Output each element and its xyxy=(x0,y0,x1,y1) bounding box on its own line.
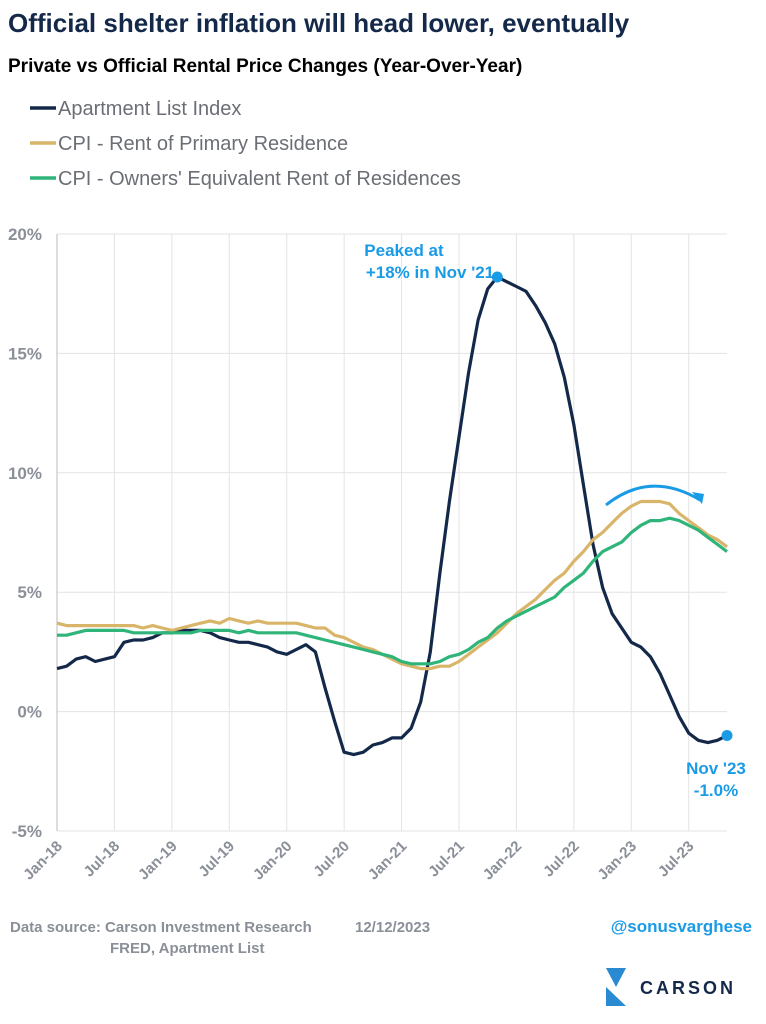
series-line xyxy=(57,516,728,666)
x-tick-label: Jan-22 xyxy=(480,838,526,884)
x-tick-label: Jan-23 xyxy=(594,838,640,884)
x-tick-label: Jul-21 xyxy=(425,838,468,881)
x-tick-label: Jul-18 xyxy=(81,838,124,881)
date: 12/12/2023 xyxy=(355,919,430,936)
source: Data source: Carson Investment Research xyxy=(10,919,312,936)
legend-label: Apartment List Index xyxy=(58,98,241,120)
legend-label: CPI - Rent of Primary Residence xyxy=(58,133,348,155)
highlight-point xyxy=(491,271,503,283)
legend: Apartment List Index CPI - Rent of Primar… xyxy=(30,98,461,190)
x-tick-label: Jul-22 xyxy=(540,838,583,881)
x-tick-label: Jan-20 xyxy=(250,838,296,884)
series-line xyxy=(56,499,728,671)
plot-area: -5% 0% 5% 10% 15% 20% Jan-18 Jul-18 Jan-19 Jul-19… xyxy=(8,225,733,883)
x-tick-label: Jan-18 xyxy=(20,838,66,884)
chart-title: Official shelter inflation will head low… xyxy=(8,8,630,38)
x-tick-label: Jan-19 xyxy=(135,838,181,884)
y-tick-label: -5% xyxy=(12,822,42,841)
y-tick-label: 5% xyxy=(17,583,42,602)
logo-icon xyxy=(606,968,626,1006)
handle: @sonusvarghese xyxy=(611,917,752,936)
annotation: Peaked at xyxy=(364,241,444,260)
y-tick-label: 15% xyxy=(8,344,42,363)
y-tick-label: 0% xyxy=(17,703,42,722)
y-tick-label: 10% xyxy=(8,464,42,483)
x-tick-label: Jan-21 xyxy=(365,838,411,884)
logo: CARSON xyxy=(640,978,736,998)
y-tick-label: 20% xyxy=(8,225,42,244)
x-tick-label: Jul-23 xyxy=(655,838,698,881)
source: FRED, Apartment List xyxy=(110,940,264,957)
trend-arrow xyxy=(605,484,701,507)
annotation: -1.0% xyxy=(694,781,738,800)
legend-label: CPI - Owners' Equivalent Rent of Residen… xyxy=(58,168,461,190)
x-tick-label: Jul-19 xyxy=(195,838,238,881)
chart-subtitle: Private vs Official Rental Price Changes… xyxy=(8,56,522,77)
highlight-point xyxy=(721,729,733,741)
arrow-head xyxy=(692,492,704,504)
annotation: +18% in Nov '21 xyxy=(366,263,494,282)
x-tick-label: Jul-20 xyxy=(310,838,353,881)
annotation: Nov '23 xyxy=(686,759,746,778)
series-line xyxy=(56,275,728,757)
